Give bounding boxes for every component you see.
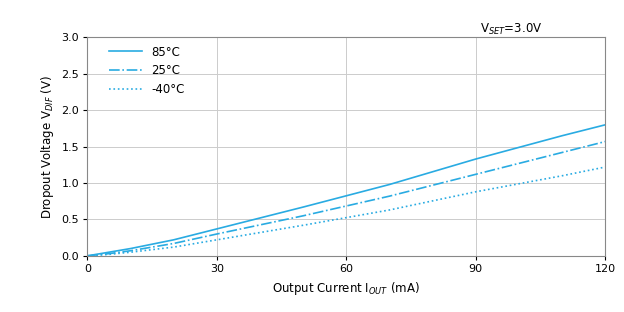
25°C	[84, 254, 91, 258]
25°C	[213, 232, 221, 236]
-40°C	[472, 190, 479, 194]
85°C	[170, 238, 177, 242]
85°C	[386, 183, 393, 186]
85°C	[213, 227, 221, 231]
-40°C	[602, 165, 609, 169]
-40°C	[300, 223, 307, 227]
25°C	[170, 241, 177, 245]
85°C	[127, 247, 134, 251]
-40°C	[84, 254, 91, 258]
85°C	[105, 250, 113, 254]
X-axis label: Output Current I$_{OUT}$ (mA): Output Current I$_{OUT}$ (mA)	[273, 280, 420, 297]
Line: -40°C: -40°C	[87, 167, 605, 256]
-40°C	[105, 252, 113, 256]
25°C	[105, 252, 113, 256]
25°C	[386, 194, 393, 198]
Text: V$_{SET}$=3.0V: V$_{SET}$=3.0V	[480, 22, 543, 37]
85°C	[558, 134, 566, 138]
85°C	[84, 254, 91, 258]
Line: 85°C: 85°C	[87, 125, 605, 256]
-40°C	[213, 238, 221, 242]
25°C	[300, 214, 307, 218]
Legend: 85°C, 25°C, -40°C: 85°C, 25°C, -40°C	[109, 46, 185, 96]
85°C	[602, 123, 609, 127]
-40°C	[386, 208, 393, 212]
-40°C	[558, 174, 566, 178]
25°C	[472, 173, 479, 176]
25°C	[127, 249, 134, 253]
-40°C	[127, 250, 134, 254]
25°C	[602, 140, 609, 144]
Y-axis label: Dropout Voltage V$_{DIF}$ (V): Dropout Voltage V$_{DIF}$ (V)	[39, 75, 56, 219]
-40°C	[170, 245, 177, 249]
25°C	[558, 151, 566, 154]
Line: 25°C: 25°C	[87, 142, 605, 256]
85°C	[472, 157, 479, 161]
85°C	[300, 205, 307, 209]
